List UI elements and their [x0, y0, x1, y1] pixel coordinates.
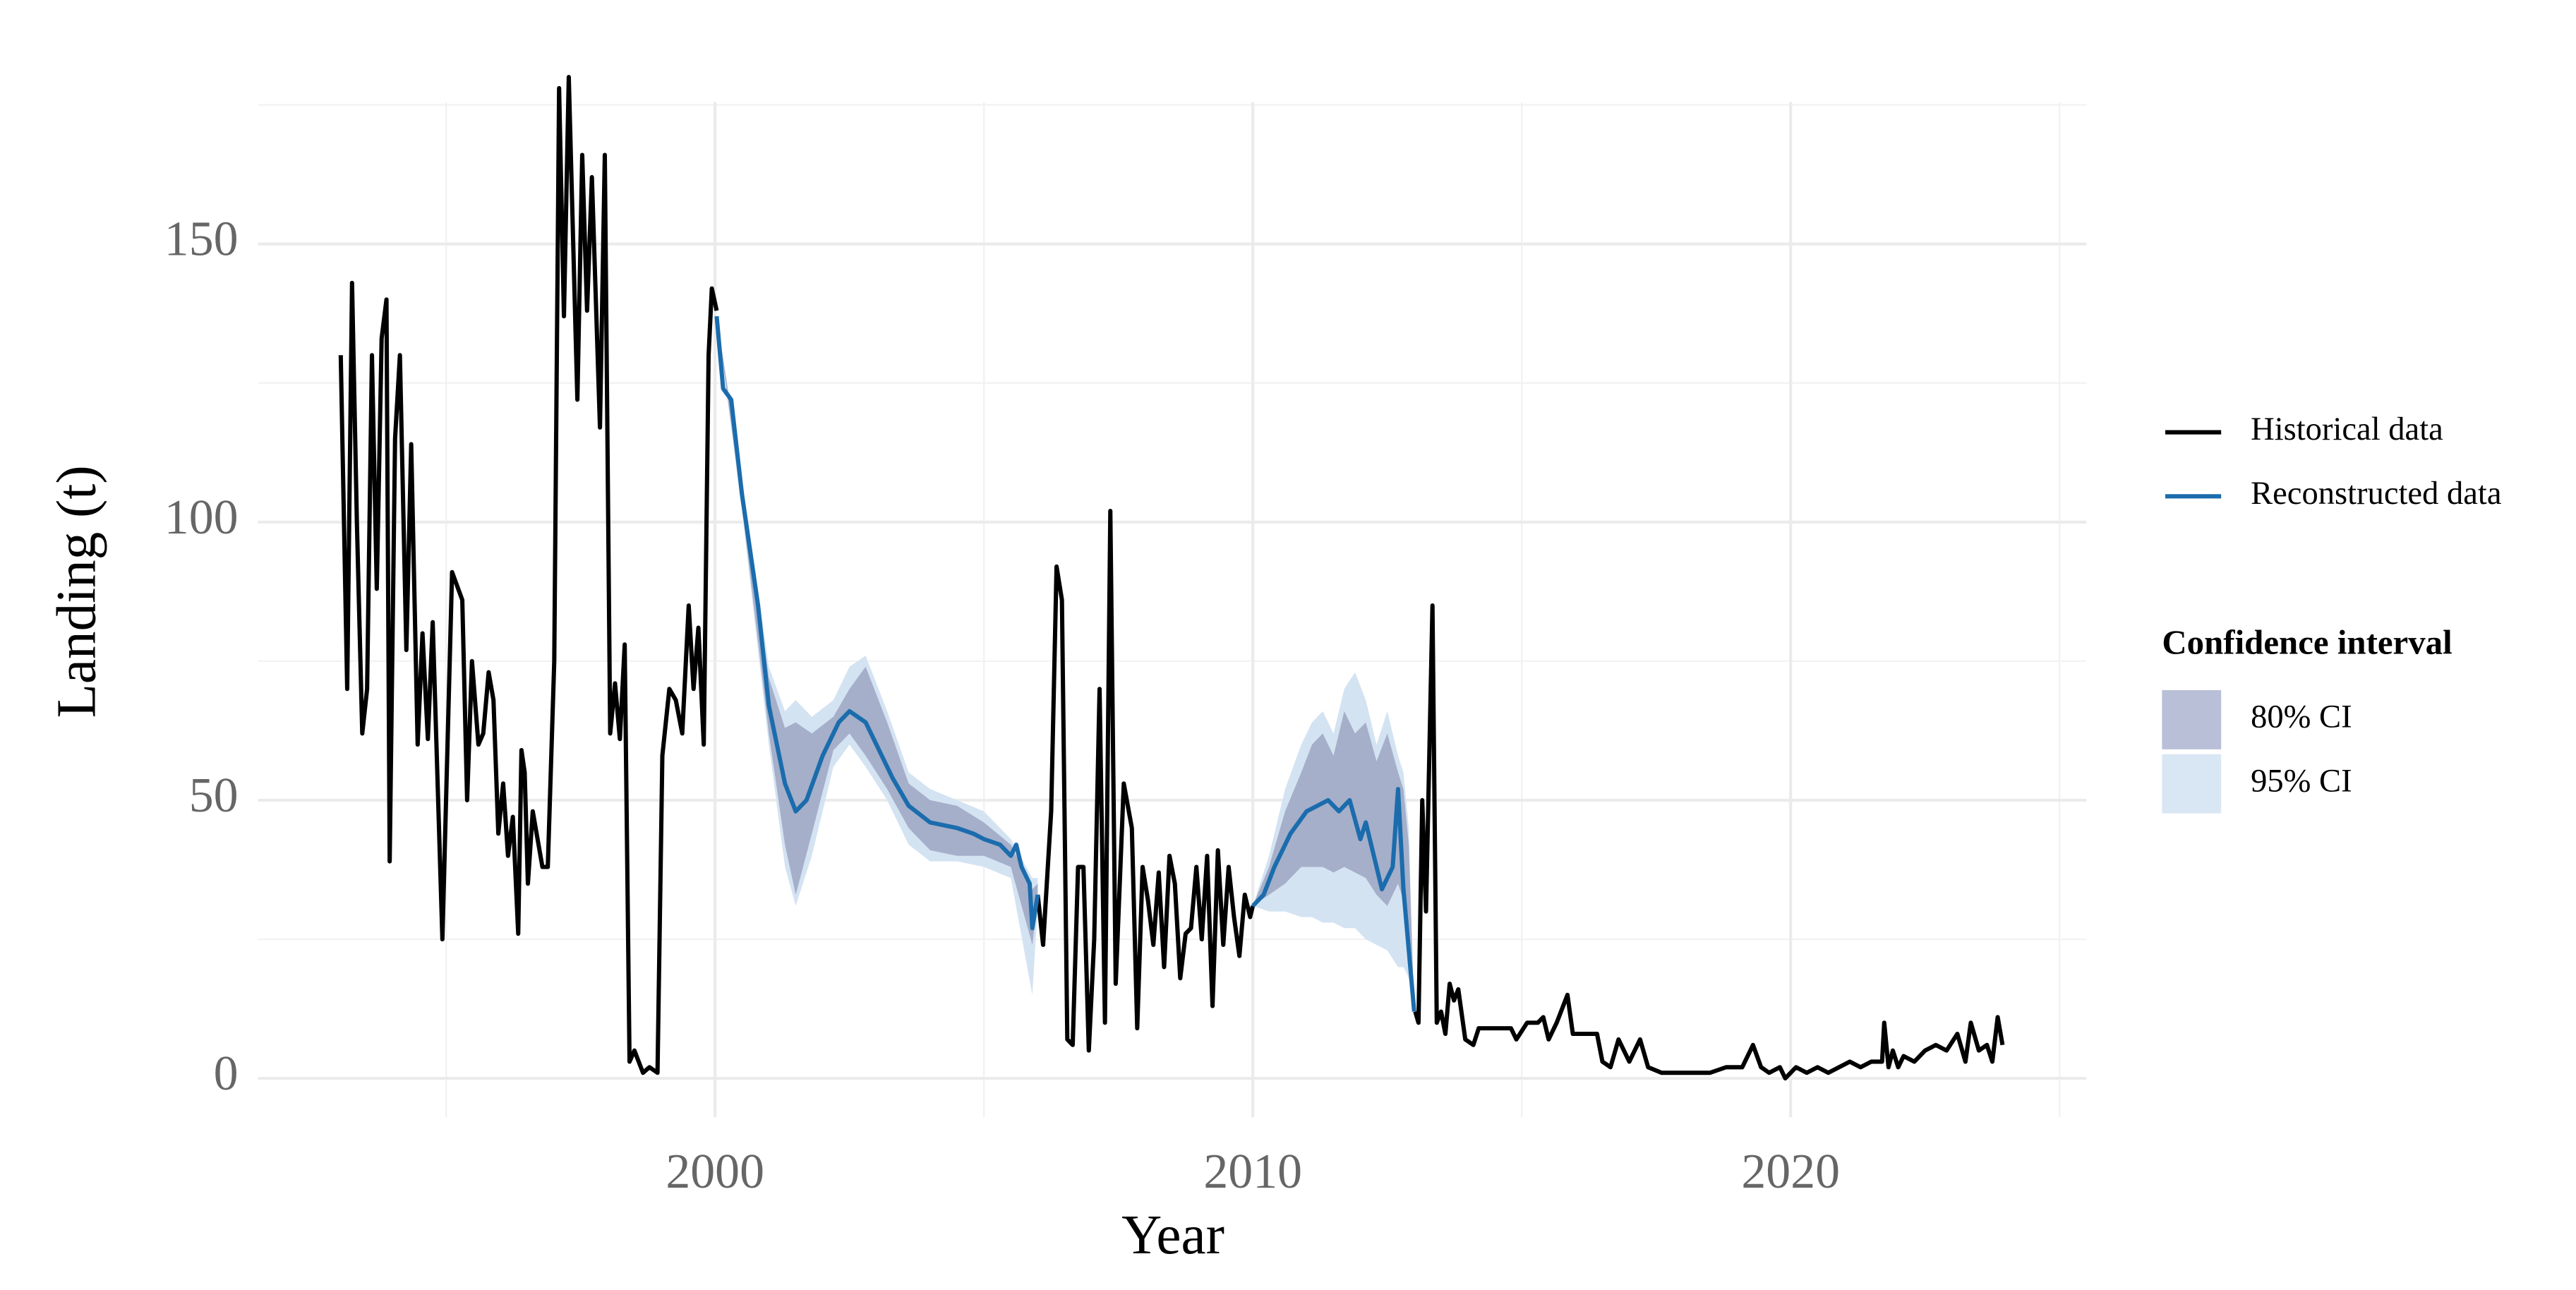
y-tick-label: 150 [164, 212, 239, 267]
legend-title: Confidence interval [2162, 622, 2452, 661]
x-tick-label: 2000 [666, 1145, 764, 1199]
data-line [338, 75, 2005, 1081]
x-tick-label: 2010 [1203, 1145, 1302, 1199]
legend: Historical data Reconstructed data 80% CI 9… [2162, 411, 2502, 814]
legend-label: 80% CI [2251, 699, 2352, 735]
y-tick-label: 100 [164, 490, 239, 545]
x-axis-title: Year [1121, 1204, 1224, 1266]
confidence-band [716, 316, 1414, 1012]
lines [338, 75, 2005, 1081]
bands [716, 316, 1414, 1012]
y-tick-label: 50 [189, 768, 239, 823]
data-line [714, 315, 1416, 1012]
legend-swatch [2162, 690, 2222, 749]
y-axis-title: Landing (t) [46, 465, 108, 718]
legend-swatch [2162, 754, 2222, 814]
grid: 2000 2010 2020 0 50 100 150 [164, 102, 2087, 1199]
legend-label: Reconstructed data [2251, 476, 2502, 512]
legend-label: Historical data [2251, 411, 2443, 447]
legend-label: 95% CI [2251, 763, 2352, 799]
x-tick-label: 2020 [1741, 1145, 1840, 1199]
y-tick-label: 0 [214, 1047, 239, 1101]
